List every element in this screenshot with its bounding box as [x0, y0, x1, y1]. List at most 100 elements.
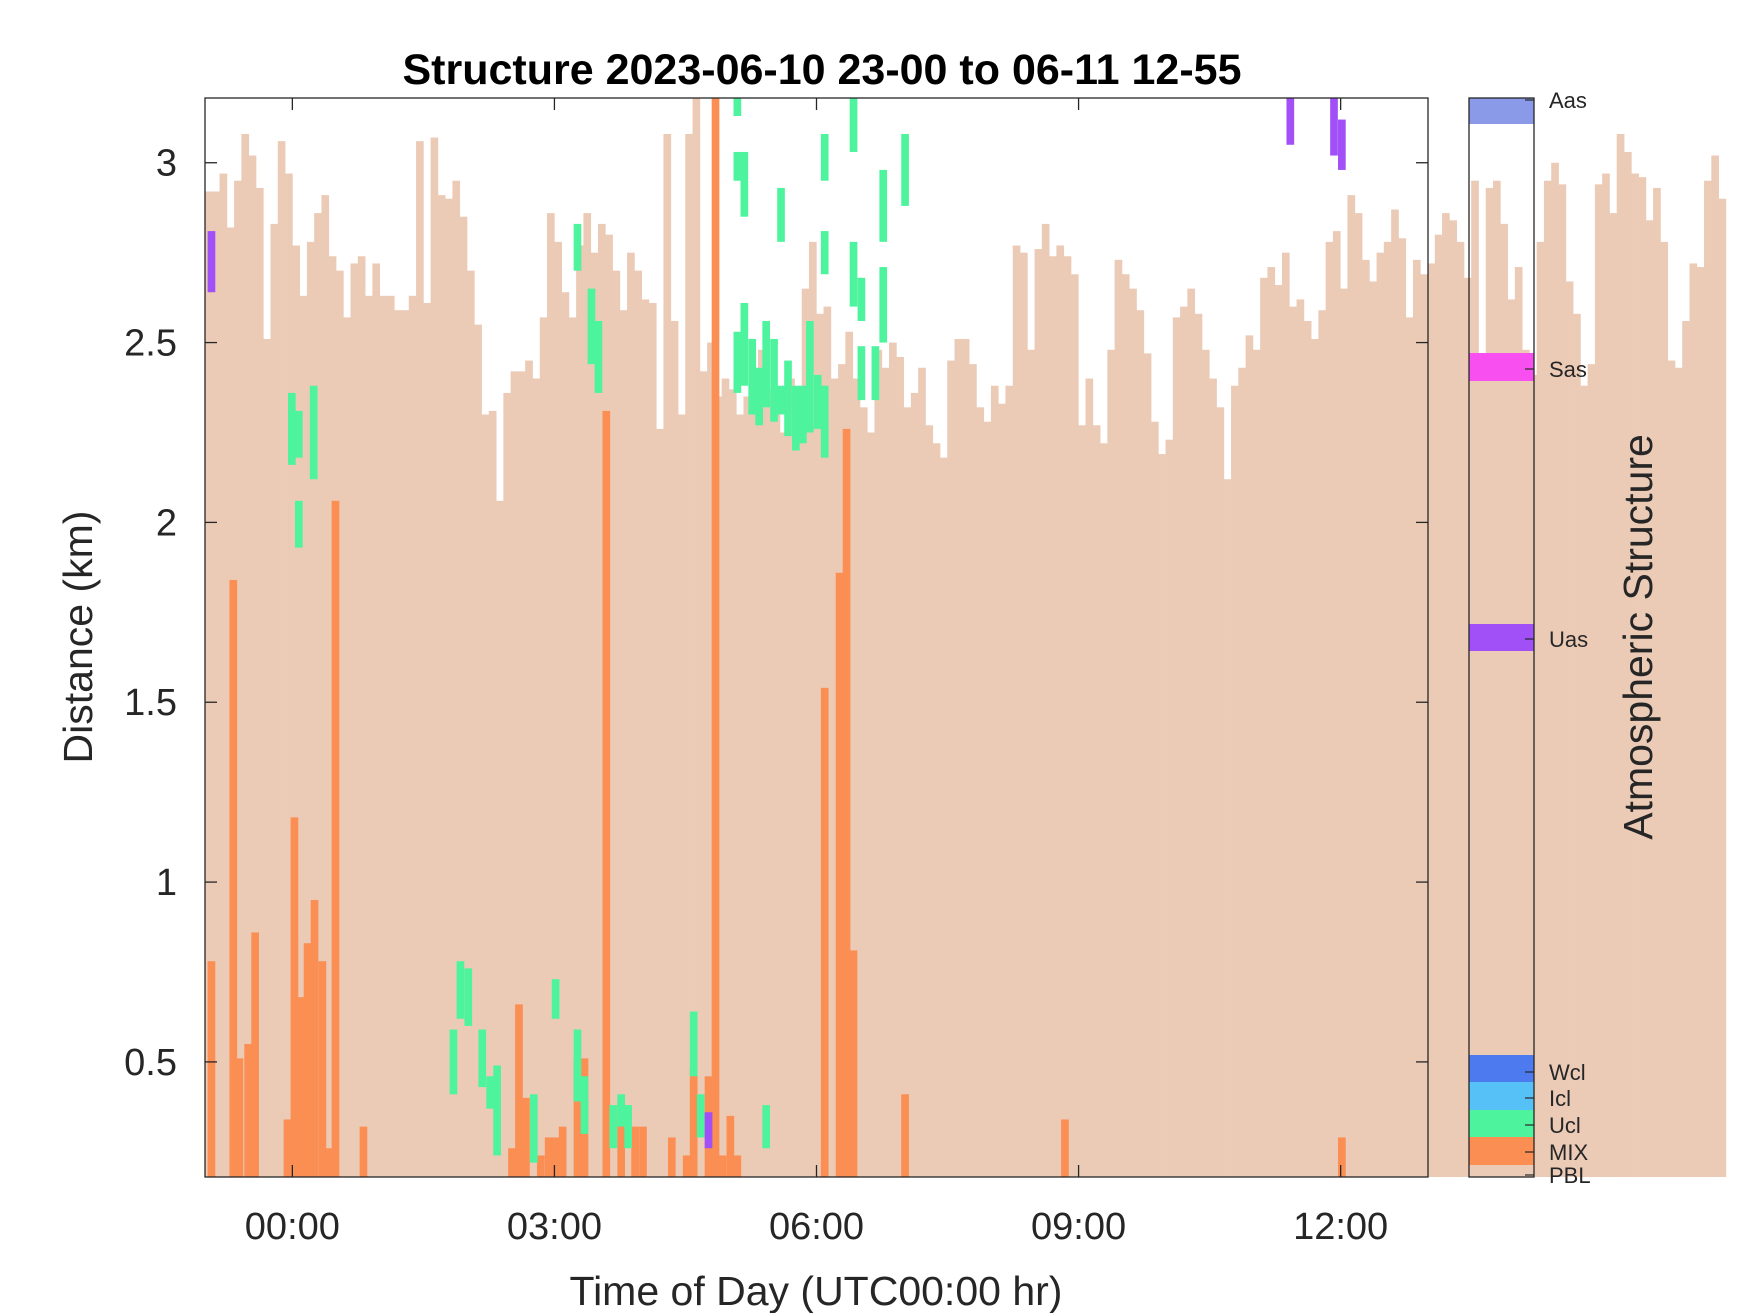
pbl-bar	[1674, 367, 1683, 1177]
uas-segment	[207, 231, 216, 293]
pbl-bar	[678, 414, 686, 1177]
ucl-segment	[849, 241, 858, 307]
pbl-bar	[1049, 256, 1057, 1177]
ucl-segment	[689, 1011, 698, 1077]
pbl-bar	[1274, 285, 1283, 1177]
colorbar-swatch-ucl	[1469, 1110, 1534, 1137]
pbl-bar	[1005, 385, 1014, 1178]
mix-bar	[820, 687, 829, 1177]
pbl-bar	[561, 292, 570, 1178]
uas-segment	[1338, 119, 1346, 170]
mix-bar	[1338, 1137, 1346, 1177]
ucl-segment	[901, 133, 909, 206]
pbl-bar	[445, 198, 453, 1177]
pbl-bar	[983, 421, 992, 1177]
mix-bar	[835, 572, 844, 1177]
colorbar-swatch-mix	[1469, 1137, 1534, 1165]
pbl-bar	[1485, 187, 1494, 1178]
pbl-bar	[1260, 277, 1268, 1178]
mix-bar	[1061, 1119, 1069, 1177]
pbl-bar	[1398, 238, 1407, 1177]
pbl-bar	[219, 173, 228, 1177]
pbl-bar	[1704, 180, 1712, 1178]
ucl-segment	[740, 151, 749, 217]
colorbar-label-icl: Icl	[1549, 1086, 1571, 1111]
ucl-segment	[784, 360, 792, 437]
mix-bar	[639, 1126, 647, 1177]
pbl-bar	[1383, 241, 1392, 1177]
pbl-bar	[889, 342, 897, 1177]
pbl-bar	[648, 303, 657, 1177]
colorbar-label-pbl: PBL	[1549, 1163, 1591, 1188]
pbl-bar	[1696, 267, 1705, 1177]
y-tick-label: 0.5	[124, 1042, 177, 1084]
pbl-bar	[1136, 310, 1145, 1177]
pbl-bar	[903, 407, 912, 1177]
pbl-bar	[910, 392, 919, 1177]
pbl-bar	[212, 191, 220, 1177]
mix-bar	[689, 1069, 698, 1177]
pbl-bar	[1609, 213, 1618, 1178]
pbl-bar	[1063, 256, 1072, 1177]
pbl-bar	[758, 349, 766, 1177]
pbl-bar	[321, 195, 330, 1178]
pbl-bar	[1114, 259, 1123, 1178]
pbl-bar	[1718, 198, 1727, 1177]
ucl-segment	[624, 1105, 632, 1149]
ucl-segment	[820, 133, 829, 181]
pbl-bar	[205, 191, 213, 1177]
pbl-bar	[969, 364, 977, 1177]
mix-bar	[251, 932, 259, 1177]
pbl-bar	[1405, 317, 1414, 1177]
pbl-bar	[365, 295, 373, 1177]
pbl-bar	[306, 241, 315, 1177]
pbl-bar	[1020, 252, 1028, 1177]
pbl-bar	[976, 407, 985, 1177]
pbl-bar	[590, 252, 599, 1177]
x-axis-label: Time of Day (UTC00:00 hr)	[570, 1268, 1063, 1313]
colorbar-swatch-icl	[1469, 1082, 1534, 1110]
pbl-bar	[794, 403, 803, 1178]
mix-bar	[602, 410, 611, 1177]
pbl-bar	[619, 310, 628, 1177]
pbl-bar	[1296, 299, 1305, 1177]
ucl-segment	[879, 169, 888, 242]
ucl-segment	[733, 331, 742, 393]
ucl-segment	[456, 961, 465, 1019]
pbl-bar	[779, 432, 788, 1177]
mix-bar	[290, 817, 299, 1177]
ucl-segment	[551, 979, 560, 1019]
pbl-bar	[1201, 349, 1210, 1177]
pbl-bar	[314, 213, 322, 1178]
colorbar-title: Atmospheric Structure	[1615, 434, 1661, 840]
pbl-bar	[576, 245, 584, 1177]
pbl-bar	[1507, 299, 1516, 1177]
pbl-bar	[1129, 288, 1137, 1177]
mix-bar	[631, 1126, 639, 1177]
ucl-segment	[617, 1094, 626, 1127]
pbl-bar	[503, 392, 512, 1177]
pbl-bar	[466, 270, 475, 1177]
pbl-bar	[343, 317, 351, 1177]
ucl-segment	[464, 968, 473, 1026]
pbl-bar	[1223, 479, 1232, 1177]
y-tick-label: 3	[156, 143, 177, 185]
pbl-bar	[947, 360, 955, 1177]
pbl-bar	[1281, 252, 1290, 1177]
pbl-bar	[248, 155, 257, 1178]
pbl-bar	[488, 410, 497, 1177]
ucl-segment	[294, 500, 303, 548]
pbl-bar	[1667, 360, 1676, 1177]
pbl-bar	[787, 378, 795, 1177]
pbl-bar	[699, 371, 708, 1178]
pbl-bar	[1558, 184, 1567, 1177]
pbl-bar	[1041, 223, 1050, 1177]
pbl-bar	[597, 223, 606, 1177]
pbl-bar	[1150, 421, 1159, 1177]
pbl-bar	[496, 500, 504, 1178]
pbl-bar	[670, 320, 679, 1177]
pbl-bar	[612, 270, 621, 1177]
colorbar-label-sas: Sas	[1549, 357, 1587, 382]
pbl-bar	[416, 141, 424, 1177]
